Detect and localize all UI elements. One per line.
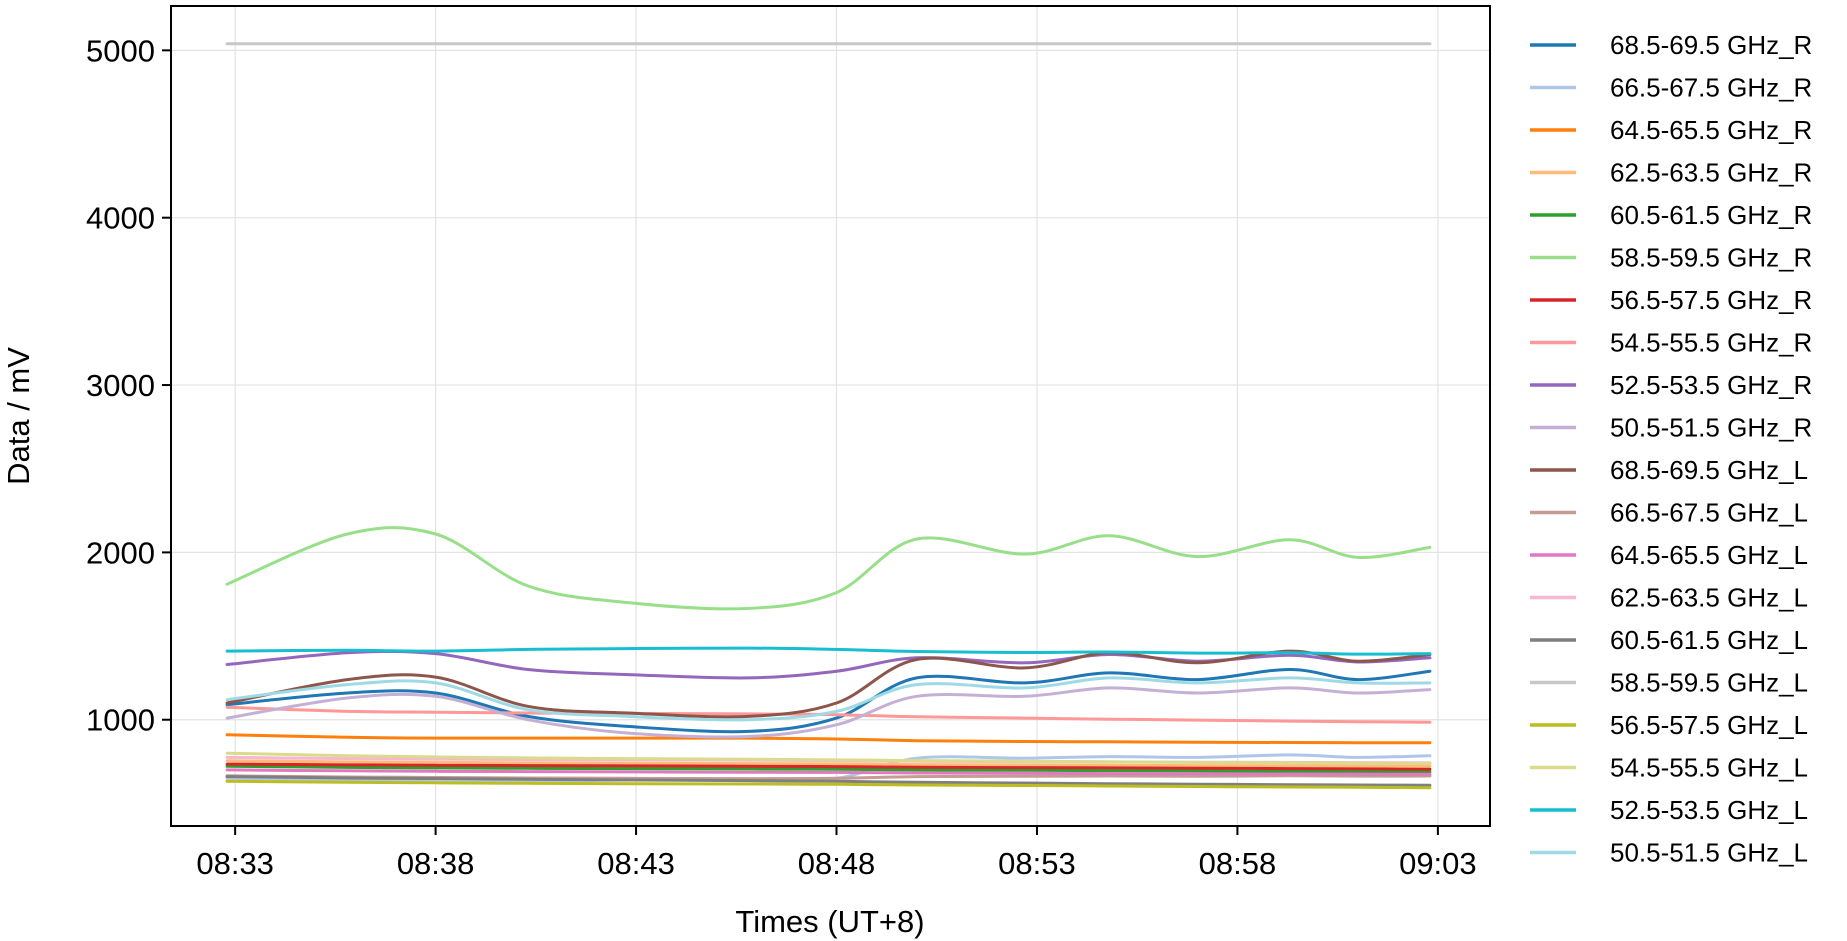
legend-label: 56.5-57.5 GHz_R [1610,285,1812,315]
series-line-9 [225,686,1432,739]
y-tick-label: 2000 [86,535,155,570]
legend-label: 58.5-59.5 GHz_L [1610,668,1808,698]
legend-label: 68.5-69.5 GHz_L [1610,455,1808,485]
series-line-7 [225,705,1432,724]
legend-label: 50.5-51.5 GHz_L [1610,838,1808,868]
series-line-0 [225,668,1432,734]
axis-ticks: 08:33 08:38 08:43 08:48 08:53 08:58 09:03 1000 2… [86,33,1477,881]
grid [171,6,1490,826]
series-line-6 [225,762,1432,771]
y-tick-label: 4000 [86,201,155,236]
legend-label: 50.5-51.5 GHz_R [1610,413,1812,443]
x-tick-label: 08:53 [998,846,1076,881]
series-line-18 [225,646,1432,656]
legend-label: 52.5-53.5 GHz_L [1610,795,1808,825]
x-tick-label: 08:48 [798,846,876,881]
legend-label: 60.5-61.5 GHz_L [1610,625,1808,655]
legend-label: 56.5-57.5 GHz_L [1610,710,1808,740]
legend-label: 54.5-55.5 GHz_R [1610,328,1812,358]
series-line-14 [225,775,1432,787]
series-line-8 [225,649,1432,680]
y-tick-label: 1000 [86,703,155,738]
series-line-5 [225,526,1432,611]
legend-label: 66.5-67.5 GHz_R [1610,73,1812,103]
y-axis-label: Data / mV [1,347,36,485]
series-lines [225,42,1432,790]
x-tick-label: 08:43 [597,846,675,881]
x-tick-label: 08:33 [196,846,274,881]
series-line-19 [225,676,1432,722]
series-line-10 [225,649,1432,719]
series-line-3 [225,759,1432,768]
legend-label: 62.5-63.5 GHz_L [1610,583,1808,613]
x-tick-label: 09:03 [1399,846,1477,881]
y-tick-label: 3000 [86,368,155,403]
series-line-12 [225,768,1432,776]
legend-label: 64.5-65.5 GHz_L [1610,540,1808,570]
plot-area-frame [170,5,1491,827]
x-tick-label: 08:38 [397,846,475,881]
series-line-16 [225,779,1432,790]
x-tick-label: 08:58 [1199,846,1277,881]
legend-label: 60.5-61.5 GHz_R [1610,200,1812,230]
series-line-2 [225,733,1432,745]
legend: 68.5-69.5 GHz_R 66.5-67.5 GHz_R 64.5-65.5 … [1530,30,1812,868]
y-tick-label: 5000 [86,33,155,68]
legend-label: 52.5-53.5 GHz_R [1610,370,1812,400]
legend-label: 64.5-65.5 GHz_R [1610,115,1812,145]
legend-label: 66.5-67.5 GHz_L [1610,498,1808,528]
series-line-17 [225,751,1432,766]
legend-label: 62.5-63.5 GHz_R [1610,158,1812,188]
legend-label: 54.5-55.5 GHz_L [1610,753,1808,783]
x-axis-label: Times (UT+8) [735,904,924,939]
legend-label: 68.5-69.5 GHz_R [1610,30,1812,60]
series-line-4 [225,764,1432,774]
legend-label: 58.5-59.5 GHz_R [1610,243,1812,273]
